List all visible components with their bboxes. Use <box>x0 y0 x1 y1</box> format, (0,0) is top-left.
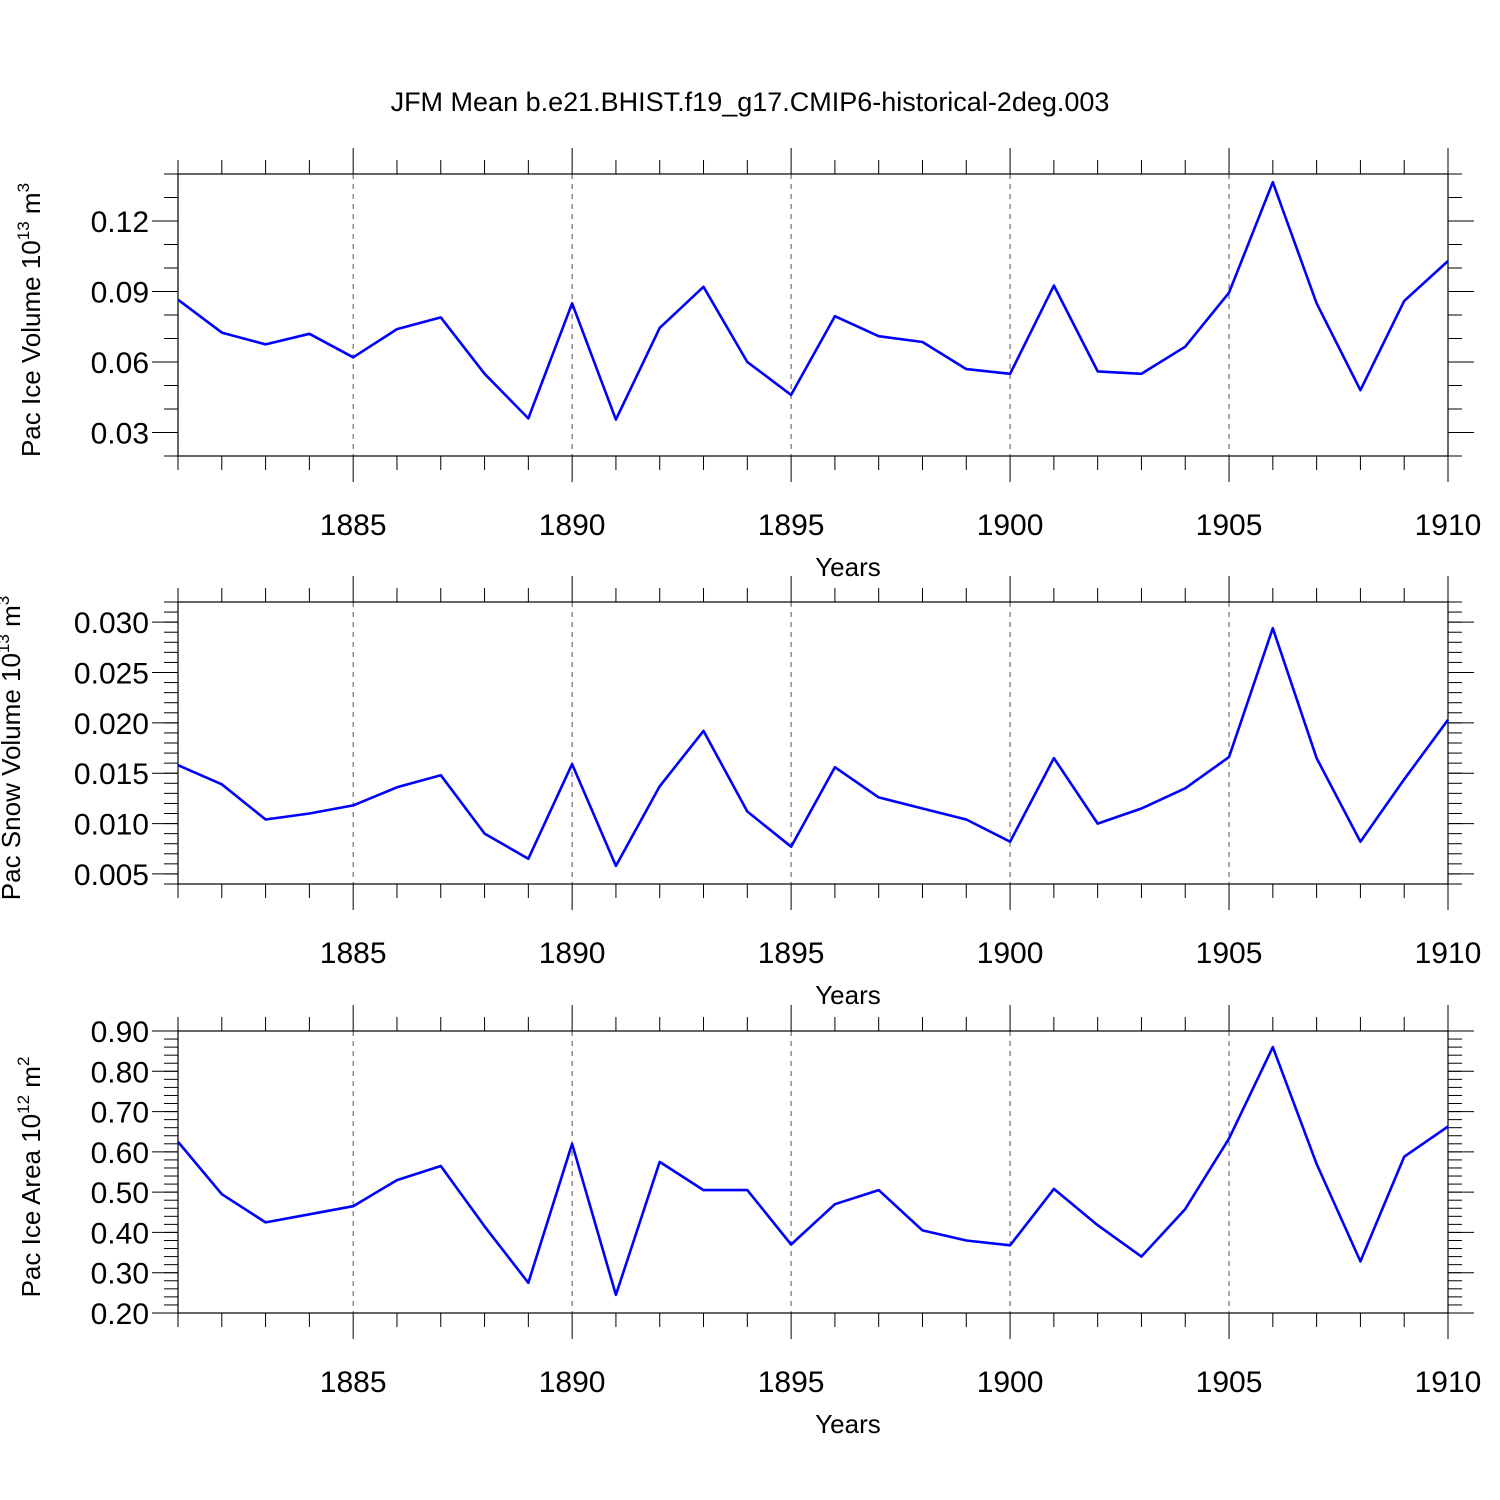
x-tick-label: 1905 <box>1196 509 1263 542</box>
x-tick-label: 1910 <box>1415 937 1482 970</box>
y-tick-label: 0.80 <box>91 1056 149 1089</box>
y-tick-label: 0.50 <box>91 1177 149 1210</box>
y-tick-label: 0.90 <box>91 1016 149 1049</box>
chart-title: JFM Mean b.e21.BHIST.f19_g17.CMIP6-histo… <box>391 87 1110 117</box>
panels: 1885 1890 1895 1900 1905 1910 0.03 0.06 0.09 0.12… <box>0 148 1481 1439</box>
x-tick-label: 1890 <box>539 937 606 970</box>
x-tick-label: 1885 <box>320 1366 387 1399</box>
series-line <box>177 180 1449 421</box>
x-axis-label: Years <box>815 980 881 1010</box>
x-tick-label: 1895 <box>758 509 825 542</box>
x-tick-label: 1905 <box>1196 1366 1263 1399</box>
y-axis-label: Pac Snow Volume 1013 m3 <box>0 596 26 900</box>
y-axis-label: Pac Ice Volume 1013 m3 <box>14 183 46 457</box>
y-tick-label: 0.005 <box>74 859 149 892</box>
x-tick-label: 1885 <box>320 937 387 970</box>
x-tick-label: 1900 <box>977 509 1044 542</box>
plot-frame <box>177 601 1449 885</box>
chart-panel-3: 1885 1890 1895 1900 1905 1910 0.20 0.30 0.40 0.50… <box>14 1005 1481 1439</box>
x-tick-label: 1890 <box>539 1366 606 1399</box>
y-tick-label: 0.12 <box>91 206 149 239</box>
series-line <box>177 1045 1449 1297</box>
plot-frame <box>177 173 1449 457</box>
x-tick-label: 1890 <box>539 509 606 542</box>
x-tick-label: 1885 <box>320 509 387 542</box>
x-tick-label: 1900 <box>977 1366 1044 1399</box>
y-tick-label: 0.09 <box>91 277 149 310</box>
x-tick-label: 1895 <box>758 1366 825 1399</box>
y-axis-label: Pac Ice Area 1012 m2 <box>14 1057 46 1298</box>
x-tick-label: 1900 <box>977 937 1044 970</box>
chart-panel-2: 1885 1890 1895 1900 1905 1910 0.005 0.010 0.015 0… <box>0 576 1481 1010</box>
x-axis-label: Years <box>815 552 881 582</box>
plot-frame <box>177 1030 1449 1314</box>
x-tick-label: 1910 <box>1415 1366 1482 1399</box>
x-tick-label: 1910 <box>1415 509 1482 542</box>
y-tick-label: 0.20 <box>91 1298 149 1331</box>
series-line <box>177 626 1450 868</box>
y-tick-label: 0.40 <box>91 1217 149 1250</box>
y-tick-label: 0.60 <box>91 1137 149 1170</box>
y-tick-label: 0.06 <box>91 347 149 380</box>
y-tick-label: 0.70 <box>91 1097 149 1130</box>
y-tick-label: 0.015 <box>74 758 149 791</box>
y-tick-label: 0.03 <box>91 418 149 451</box>
y-tick-label: 0.30 <box>91 1258 149 1291</box>
y-tick-label: 0.020 <box>74 708 149 741</box>
chart-panel-1: 1885 1890 1895 1900 1905 1910 0.03 0.06 0.09 0.12… <box>14 148 1481 582</box>
y-tick-label: 0.025 <box>74 658 149 691</box>
x-tick-label: 1905 <box>1196 937 1263 970</box>
x-axis-label: Years <box>815 1409 881 1439</box>
y-tick-label: 0.010 <box>74 809 149 842</box>
x-tick-label: 1895 <box>758 937 825 970</box>
y-tick-label: 0.030 <box>74 607 149 640</box>
